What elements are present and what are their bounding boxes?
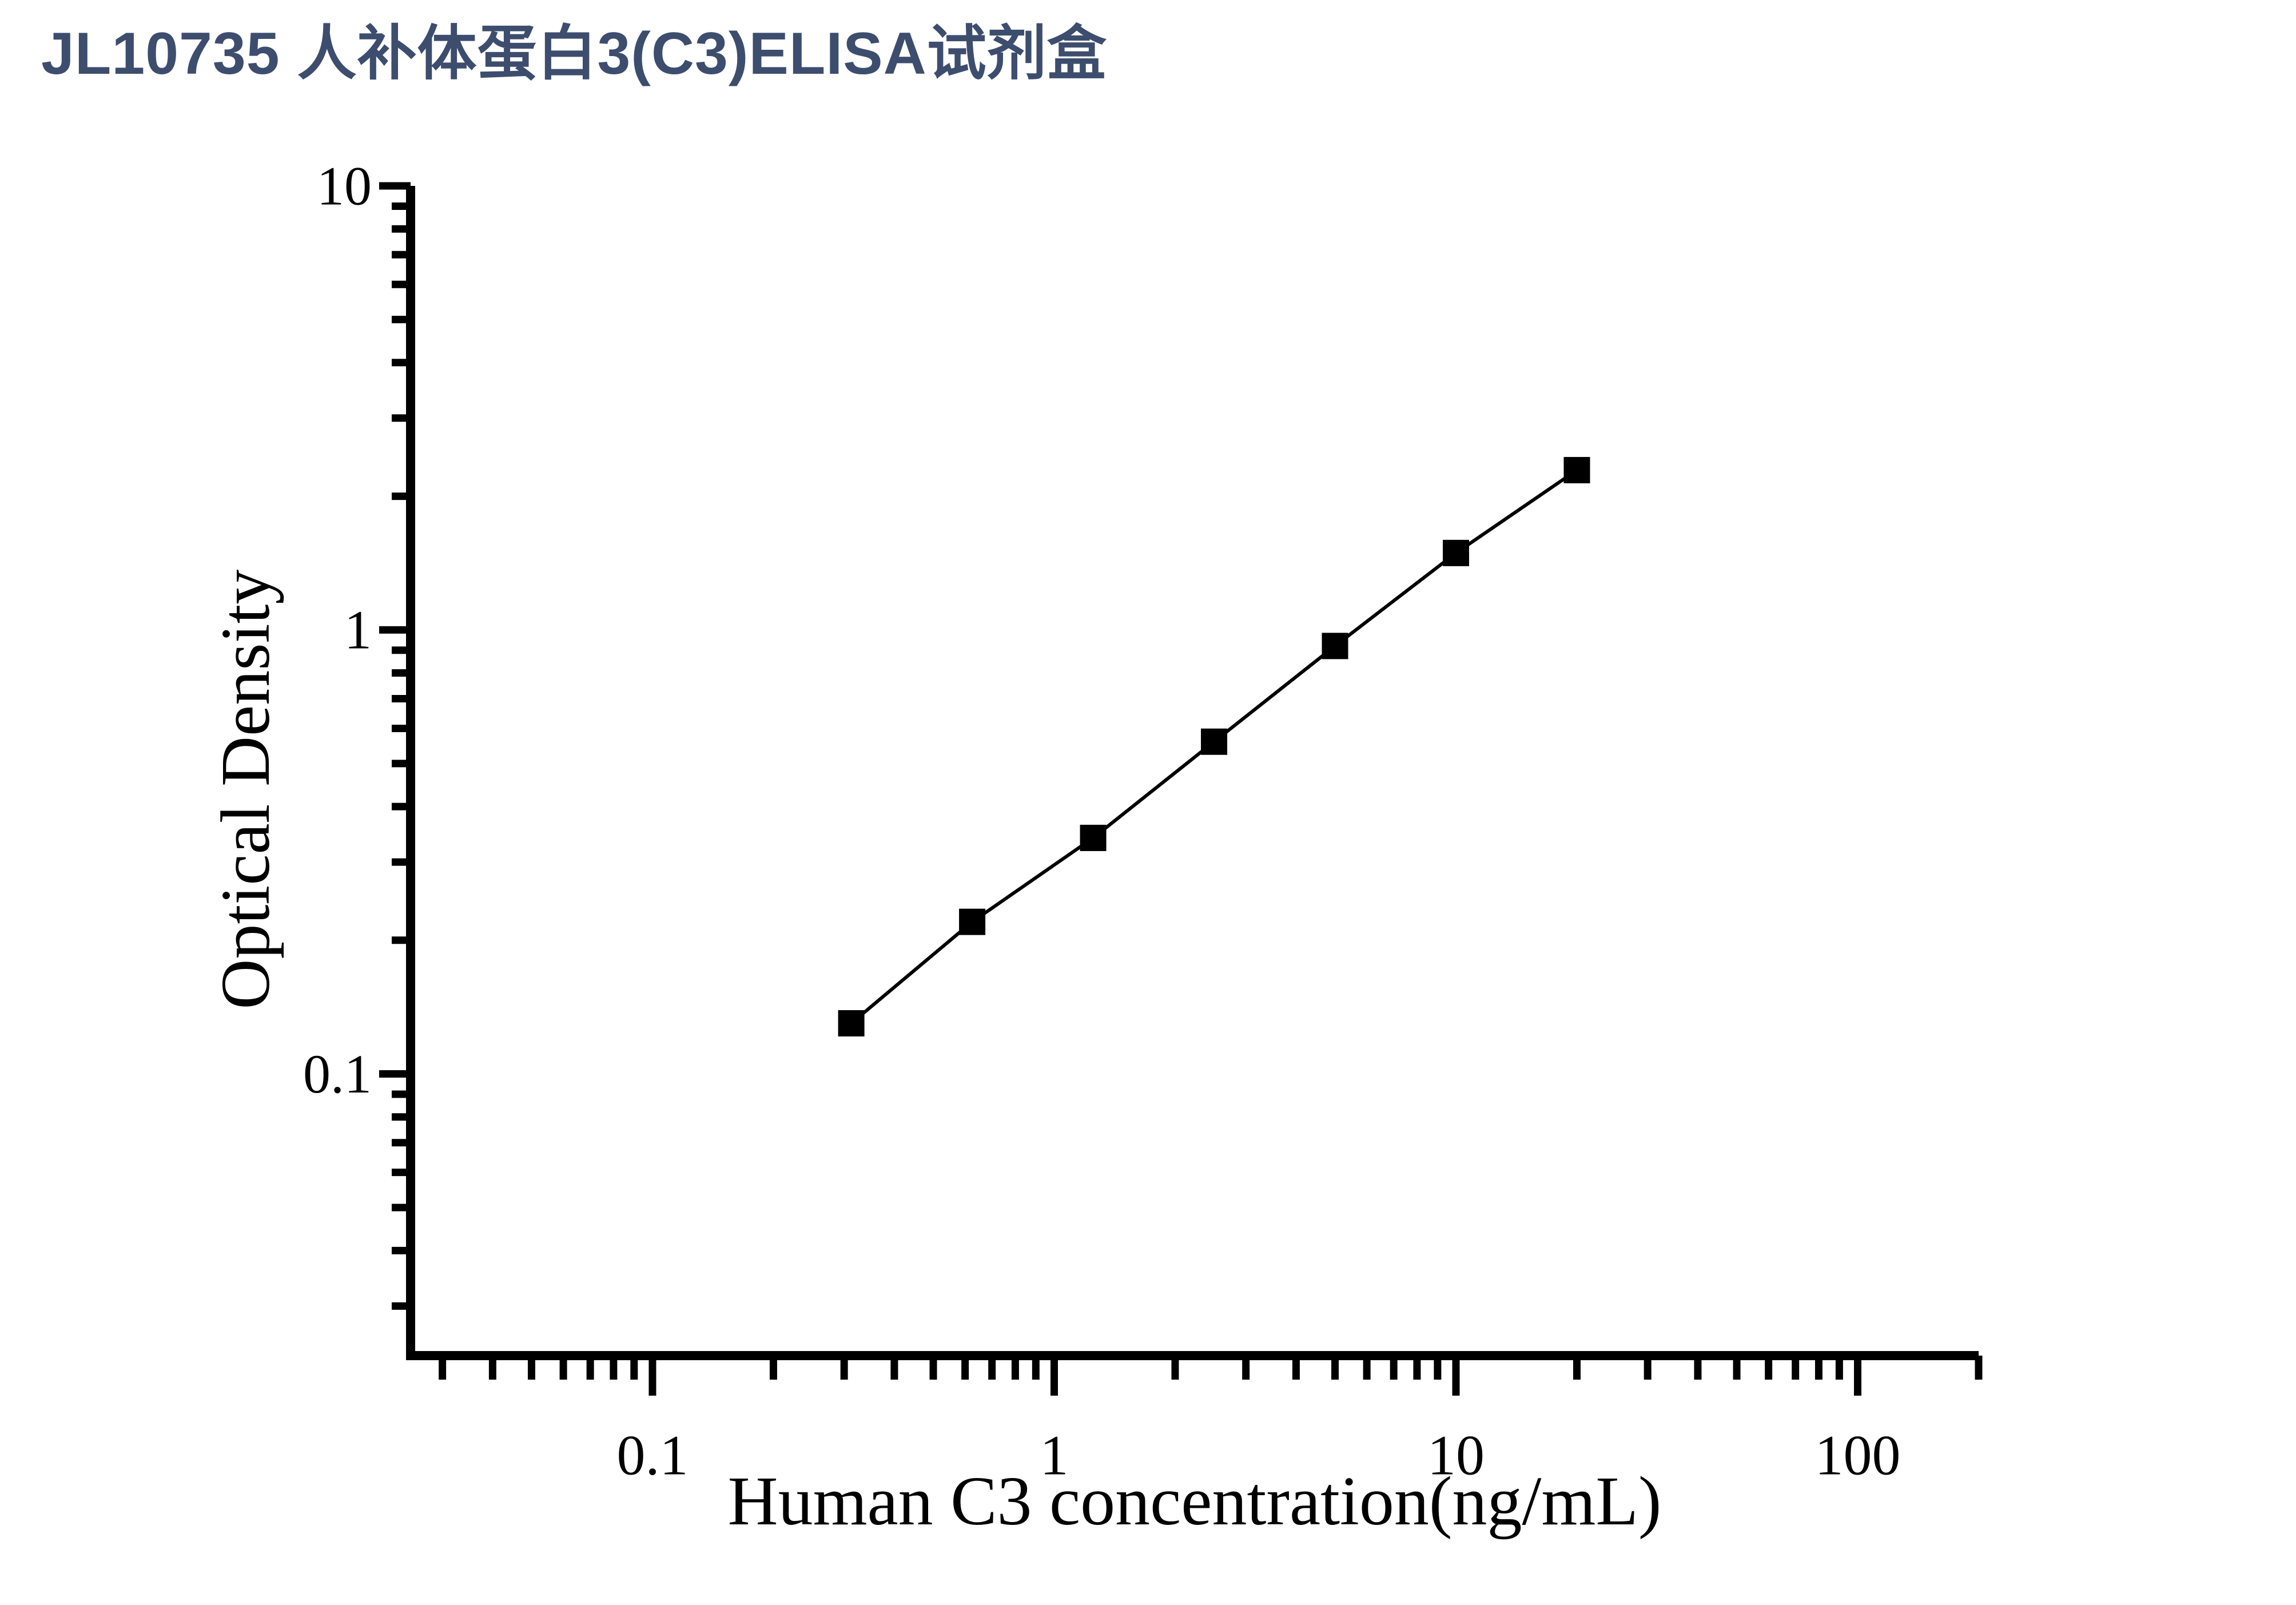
data-point-marker	[1080, 824, 1107, 851]
axes-spines	[406, 186, 1979, 1360]
y-tick-label: 0.1	[303, 1043, 372, 1105]
x-tick-label: 1	[1040, 1424, 1068, 1487]
x-tick-label: 0.1	[616, 1424, 688, 1487]
x-tick-labels: 0.1 1 10 100	[616, 1424, 1900, 1487]
page-title: JL10735 人补体蛋白3(C3)ELISA试剂盒	[41, 21, 1107, 87]
data-point-marker	[1201, 728, 1228, 755]
data-point-marker	[959, 908, 986, 935]
y-tick-label: 1	[344, 599, 372, 661]
x-axis-title: Human C3 concentration(ng/mL)	[727, 1463, 1662, 1540]
y-axis-ticks	[379, 182, 411, 1310]
data-point-marker	[838, 1010, 865, 1037]
data-point-marker	[1563, 456, 1590, 483]
data-point-marker	[1443, 539, 1469, 566]
data-series	[838, 456, 1590, 1037]
data-point-marker	[1322, 633, 1348, 660]
x-axis-ticks	[439, 1356, 1983, 1396]
y-tick-labels: 10 1 0.1	[303, 156, 372, 1105]
y-axis-title: Optical Density	[207, 569, 284, 1010]
axis-spine	[406, 186, 1979, 1360]
x-tick-label: 100	[1815, 1424, 1901, 1487]
x-tick-label: 10	[1427, 1424, 1485, 1487]
y-tick-label: 10	[317, 156, 372, 217]
